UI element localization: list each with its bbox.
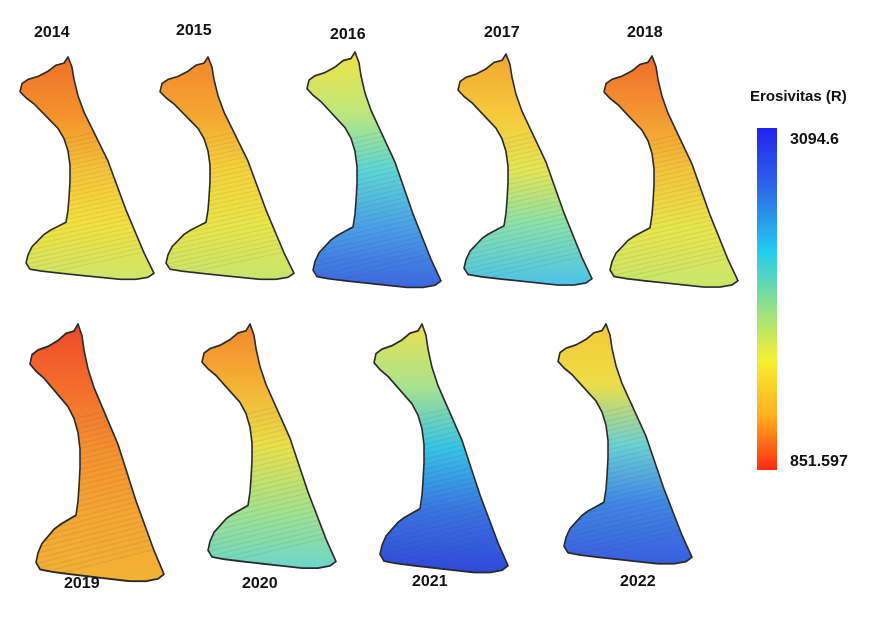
region-map-2020 <box>201 323 337 570</box>
region-fill-2015 <box>160 57 294 280</box>
region-map-2021 <box>373 323 509 574</box>
legend-max-label: 3094.6 <box>790 131 839 148</box>
region-outline-2018 <box>603 55 739 288</box>
region-outline-2019 <box>29 323 165 583</box>
year-label-2015: 2015 <box>176 22 212 39</box>
year-label-2021: 2021 <box>412 573 448 590</box>
legend-color-ramp <box>757 128 777 470</box>
year-label-2022: 2022 <box>620 573 656 590</box>
region-fill-2022 <box>558 324 692 564</box>
year-label-2017: 2017 <box>484 24 520 41</box>
region-fill-2016 <box>307 52 441 288</box>
region-map-2018 <box>603 55 739 288</box>
region-fill-2020 <box>202 324 336 569</box>
region-outline-2020 <box>201 323 337 570</box>
year-label-2018: 2018 <box>627 24 663 41</box>
region-fill-2014 <box>20 57 154 280</box>
region-map-2022 <box>557 323 693 565</box>
year-label-2020: 2020 <box>242 575 278 592</box>
region-map-2015 <box>159 56 295 281</box>
region-fill-2018 <box>604 56 738 288</box>
region-outline-2017 <box>457 53 593 286</box>
region-outline-2021 <box>373 323 509 574</box>
year-label-2019: 2019 <box>64 575 100 592</box>
year-label-2014: 2014 <box>34 24 70 41</box>
region-map-2019 <box>29 323 165 583</box>
region-fill-2017 <box>458 54 592 286</box>
region-outline-2014 <box>19 56 155 281</box>
legend-min-label: 851.597 <box>790 453 848 470</box>
region-outline-2015 <box>159 56 295 281</box>
region-map-2014 <box>19 56 155 281</box>
region-map-2017 <box>457 53 593 286</box>
region-fill-2021 <box>374 324 508 573</box>
region-map-2016 <box>306 51 442 289</box>
year-label-2016: 2016 <box>330 26 366 43</box>
legend-title: Erosivitas (R) <box>750 88 847 105</box>
region-outline-2016 <box>306 51 442 289</box>
region-fill-2019 <box>30 324 164 582</box>
region-outline-2022 <box>557 323 693 565</box>
